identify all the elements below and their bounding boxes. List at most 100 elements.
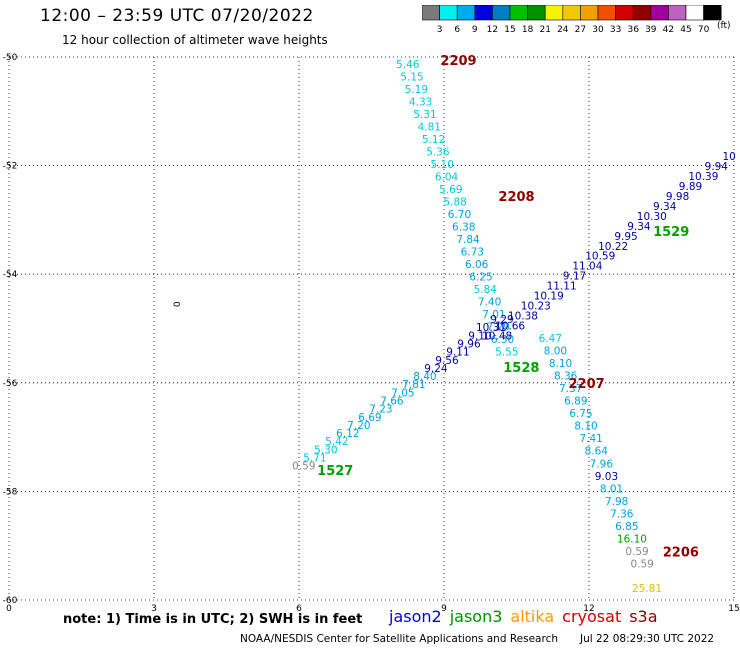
data-point-label: 7.37 xyxy=(559,383,582,395)
legend-item-jason3: jason3 xyxy=(449,607,503,626)
color-scale-label: 70 xyxy=(698,25,710,35)
data-point-label: 7.20 xyxy=(347,420,370,432)
data-point-label: 7.23 xyxy=(369,404,392,416)
data-point-label: 10.30 xyxy=(637,211,667,223)
data-point-label: 6.70 xyxy=(448,209,471,221)
data-point-label: 8.64 xyxy=(585,446,609,458)
data-point-label: 10.19 xyxy=(534,291,564,303)
data-point-label: 6.12 xyxy=(336,428,359,440)
data-point-label: 6.47 xyxy=(539,333,562,345)
data-point-label: 7.01 xyxy=(482,309,505,321)
data-point-label: 9.34 xyxy=(653,201,677,213)
data-point-label: 7.40 xyxy=(478,297,501,309)
wave-height-plot: 0 3 6 9 12 15-50-52-54-56-58-6005.465.155.194… xyxy=(3,53,740,612)
data-point-label: 10.48 xyxy=(482,330,512,342)
data-point-label: 9.03 xyxy=(595,471,618,483)
data-point-label: 9.24 xyxy=(424,363,448,375)
color-scale-label: 12 xyxy=(487,25,498,35)
color-scale-label: 6 xyxy=(454,25,460,35)
data-point-label: 5.55 xyxy=(495,347,518,359)
y-tick-label: -56 xyxy=(3,379,18,389)
footer-credit: NOAA/NESDIS Center for Satellite Applica… xyxy=(240,633,558,645)
data-point-label: 9.17 xyxy=(563,271,586,283)
color-scale-label: 9 xyxy=(472,25,478,35)
data-point-label: 5.12 xyxy=(422,134,445,146)
data-point-label: 9.94 xyxy=(705,161,729,173)
data-point-label: 5.84 xyxy=(474,284,498,296)
data-point-label: 10.31 xyxy=(476,322,506,334)
x-tick-label: 12 xyxy=(583,604,594,612)
data-point-label: 9.11 xyxy=(446,347,469,359)
data-point-label: 5.88 xyxy=(443,196,466,208)
data-point-label: 8.10 xyxy=(574,421,597,433)
pass-label: 2208 xyxy=(498,190,534,205)
pass-label: 2206 xyxy=(663,546,699,561)
color-scale-label: 36 xyxy=(627,25,639,35)
y-tick-label: -60 xyxy=(3,596,18,606)
data-point-label: 4.33 xyxy=(409,96,432,108)
data-point-label: 7.98 xyxy=(605,496,628,508)
data-point-label: 5.30 xyxy=(314,444,337,456)
data-point-label: 11.04 xyxy=(572,261,602,273)
data-point-label: 10.66 xyxy=(495,320,525,332)
data-point-label: 11.11 xyxy=(547,281,577,293)
legend-item-cryosat: cryosat xyxy=(562,607,622,626)
data-point-label: 7.41 xyxy=(579,433,602,445)
x-tick-label: 0 xyxy=(6,604,12,612)
color-scale-unit: (ft) xyxy=(717,21,731,31)
data-point-label: 6.06 xyxy=(465,259,489,271)
page-subtitle: 12 hour collection of altimeter wave hei… xyxy=(62,33,328,47)
data-point-label: 6.75 xyxy=(569,408,592,420)
data-point-label: 8.36 xyxy=(554,371,578,383)
x-tick-label: 9 xyxy=(441,604,447,612)
x-tick-label: 15 xyxy=(728,604,739,612)
y-tick-label: -58 xyxy=(3,487,18,497)
data-point-label: 9.29 xyxy=(490,314,513,326)
data-point-label: 9.89 xyxy=(679,181,702,193)
data-point-label: 5.71 xyxy=(303,453,326,465)
legend-item-altika: altika xyxy=(510,607,555,626)
isolated-value-label: 0 xyxy=(170,301,180,307)
satellite-legend: jason2 jason3 altika cryosat s3a xyxy=(389,607,666,626)
color-scale-bar: 3 6 9 12 15 18 21 24 27 30 33 36 39 42 45 70 xyxy=(422,5,722,35)
data-point-label: 16.10 xyxy=(617,533,647,545)
footer-note: note: 1) Time is in UTC; 2) SWH is in fe… xyxy=(63,612,363,627)
data-point-label: 10.23 xyxy=(521,300,551,312)
data-point-label: 5.10 xyxy=(431,159,454,171)
pass-label: 1528 xyxy=(503,361,539,376)
pass-label: 2207 xyxy=(568,377,604,392)
color-scale-label: 42 xyxy=(663,25,674,35)
data-point-label: 10.22 xyxy=(598,241,628,253)
data-point-label: 8.40 xyxy=(413,371,436,383)
data-point-label: 4.81 xyxy=(418,121,441,133)
x-tick-label: 6 xyxy=(296,604,302,612)
color-swatch xyxy=(703,5,722,21)
data-point-label: 0.59 xyxy=(292,461,315,473)
color-scale-label: 21 xyxy=(539,25,550,35)
data-point-label: 0.59 xyxy=(625,546,648,558)
data-point-label: 9.56 xyxy=(435,355,459,367)
data-point-label: 9.96 xyxy=(457,339,481,351)
data-point-label: 8.01 xyxy=(600,483,623,495)
data-point-label: 9.95 xyxy=(614,231,637,243)
data-point-label: 6.38 xyxy=(452,222,475,234)
data-point-label: 6.69 xyxy=(358,412,381,424)
data-point-label: 5.42 xyxy=(325,436,348,448)
color-scale-label: 24 xyxy=(557,25,569,35)
data-point-label: 10.38 xyxy=(508,310,538,322)
pass-label: 1529 xyxy=(653,225,689,240)
color-scale-label: 27 xyxy=(575,25,586,35)
data-point-label: 25.81 xyxy=(632,583,662,595)
data-point-label: 5.69 xyxy=(439,184,462,196)
pass-label: 1527 xyxy=(317,464,353,479)
color-scale-label: 3 xyxy=(437,25,443,35)
footer-timestamp: Jul 22 08:29:30 UTC 2022 xyxy=(580,633,715,645)
data-point-label: 9.34 xyxy=(627,221,651,233)
color-scale-label: 18 xyxy=(522,25,534,35)
data-point-label: 5.15 xyxy=(400,71,423,83)
data-point-label: 5.36 xyxy=(426,146,450,158)
y-tick-label: -52 xyxy=(3,162,18,172)
y-tick-label: -50 xyxy=(3,53,18,63)
data-point-label: 7.84 xyxy=(456,234,480,246)
legend-item-jason2: jason2 xyxy=(389,607,442,626)
